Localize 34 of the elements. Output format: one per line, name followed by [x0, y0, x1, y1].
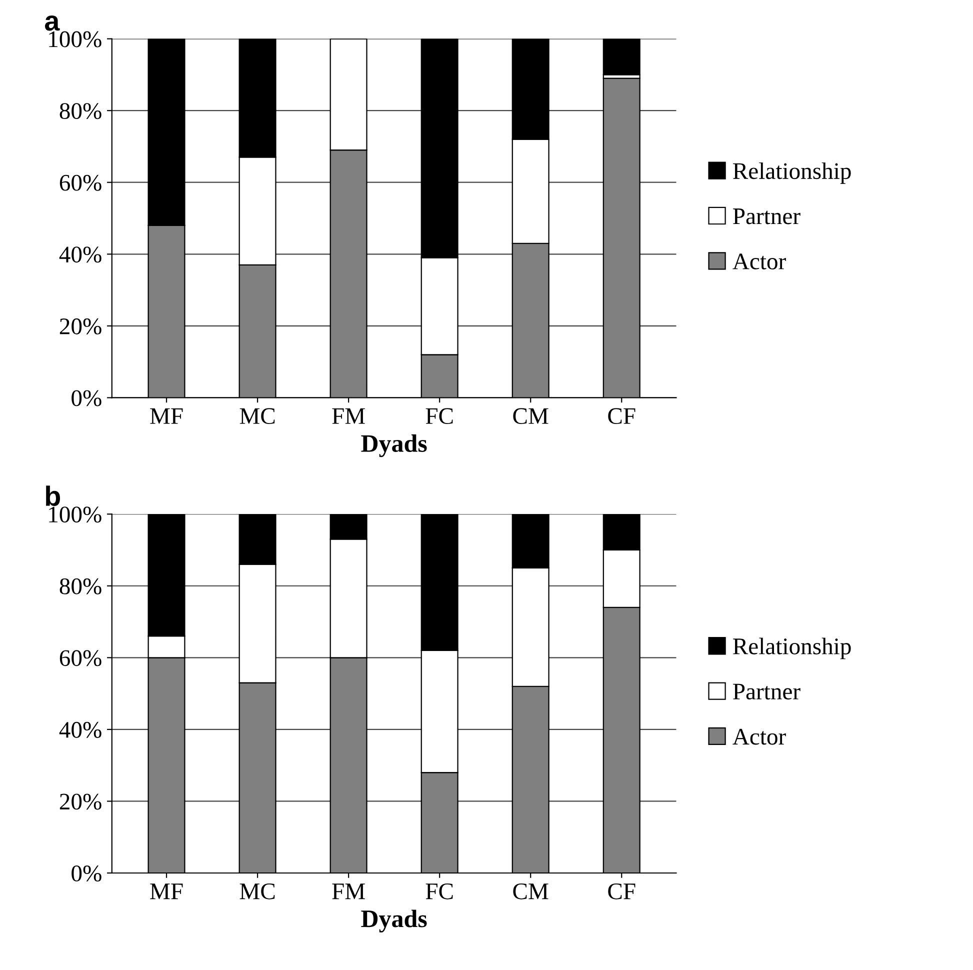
chart-title: a	[44, 16, 60, 31]
y-tick-label: 60%	[60, 174, 102, 191]
x-tick-label: FM	[332, 408, 365, 424]
x-tick-label: FC	[426, 883, 453, 900]
y-tick-label: 80%	[60, 578, 102, 594]
x-tick-label: MF	[150, 884, 183, 900]
x-tick-label: CF	[608, 883, 636, 900]
x-tick-label: MC	[240, 408, 275, 424]
x-axis-title: Dyads	[361, 910, 427, 932]
y-tick-label: 20%	[60, 794, 102, 810]
y-tick-label: 20%	[60, 318, 102, 334]
x-tick-label: MF	[150, 408, 183, 424]
x-tick-label: CF	[608, 408, 636, 424]
legend-label: Relationship	[733, 638, 851, 660]
y-tick-label: 80%	[60, 103, 102, 120]
x-tick-label: FM	[332, 884, 365, 900]
x-tick-label: CM	[513, 408, 548, 424]
y-tick-label: 0%	[72, 390, 102, 406]
y-tick-label: 0%	[72, 865, 102, 882]
y-tick-label: 40%	[59, 722, 102, 738]
x-tick-label: MC	[240, 883, 275, 900]
legend-label: Actor	[732, 254, 786, 270]
legend-label: Relationship	[733, 162, 851, 184]
y-tick-label: 100%	[49, 506, 102, 523]
legend-label: Partner	[733, 684, 800, 700]
y-tick-label: 60%	[60, 650, 102, 666]
x-tick-label: FC	[426, 408, 453, 424]
chart-title: b	[46, 486, 60, 506]
x-axis-title: Dyads	[361, 434, 427, 458]
y-tick-label: 100%	[49, 31, 102, 48]
legend-label: Partner	[733, 208, 800, 224]
x-tick-label: CM	[513, 883, 548, 900]
legend-label: Actor	[732, 728, 786, 745]
y-tick-label: 40%	[59, 246, 102, 263]
